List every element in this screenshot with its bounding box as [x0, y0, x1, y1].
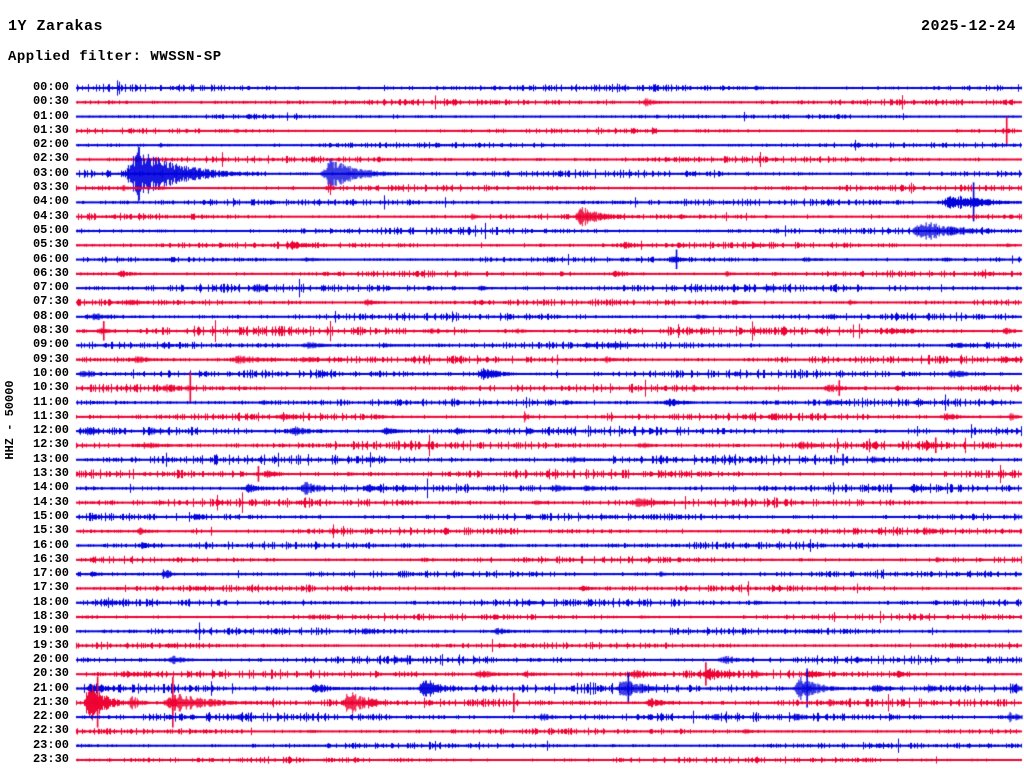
helicorder-page: 1Y Zarakas 2025-12-24 Applied filter: WW…: [0, 0, 1024, 780]
helicorder-plot-canvas: [0, 0, 1024, 780]
